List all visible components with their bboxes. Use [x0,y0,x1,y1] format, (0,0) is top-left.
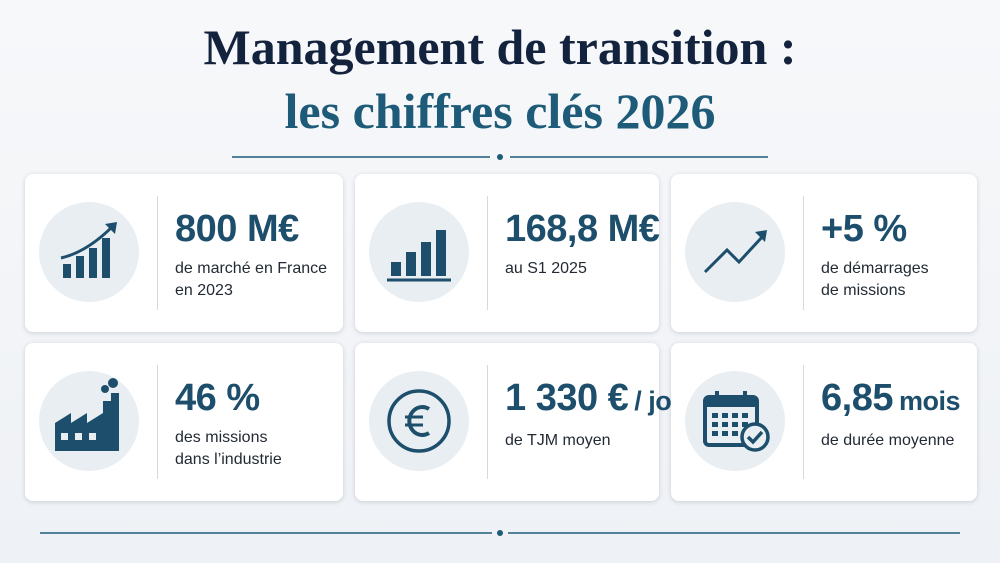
stat-card: 800 M€ de marché en France en 2023 [25,174,343,332]
stat-value: 6,85 [821,377,893,419]
title-line2: les chiffres clés 2026 [284,83,716,139]
separator [157,196,158,310]
title-line1: Management de transition : [203,19,797,75]
stat-text: 168,8 M€ au S1 2025 [505,206,660,280]
description-line: de marché en France [175,260,328,277]
stat-card: 6,85 mois de durée moyenne [671,343,977,501]
stat-value-line: 1 330 € / jour [505,375,698,424]
separator [487,365,488,479]
stat-value-line: 46 % [175,375,337,421]
stat-icon [369,371,469,471]
stat-value-line: 800 M€ [175,206,337,252]
description-line: dans l’industrie [175,451,282,468]
description-line: en 2023 [175,282,233,299]
stat-value: 46 % [175,377,260,419]
stat-value-line: 168,8 M€ [505,206,660,252]
separator [157,365,158,479]
stat-value: +5 % [821,208,907,250]
stat-value: 1 330 € [505,377,629,419]
stat-description: au S1 2025 [505,258,653,280]
stat-unit: mois [898,386,961,416]
stat-card: +5 % de démarrages de missions [671,174,977,332]
stat-value-line: 6,85 mois [821,375,971,424]
stat-card: 168,8 M€ au S1 2025 [355,174,660,332]
stat-text: 800 M€ de marché en France en 2023 [175,206,337,302]
stat-text: 46 % des missions dans l’industrie [175,375,337,471]
separator [487,196,488,310]
stat-value: 800 M€ [175,208,299,250]
stat-description: de marché en France en 2023 [175,258,337,302]
stat-description: de démarrages de missions [821,258,971,302]
description-line: au S1 2025 [505,260,587,277]
stat-description: de durée moyenne [821,430,971,452]
stat-value: 168,8 M€ [505,208,660,250]
stat-text: 1 330 € / jour de TJM moyen [505,375,698,452]
description-line: de TJM moyen [505,432,611,449]
stat-value-line: +5 % [821,206,971,252]
top-divider [232,154,768,160]
description-line: de missions [821,282,906,299]
stat-icon [685,202,785,302]
separator [803,196,804,310]
stat-icon [369,202,469,302]
stat-card: 46 % des missions dans l’industrie [25,343,343,501]
description-line: des missions [175,429,268,446]
stat-icon [685,371,785,471]
stat-card: 1 330 € / jour de TJM moyen [355,343,698,501]
description-line: de durée moyenne [821,432,955,449]
cards: 800 M€ de marché en France en 2023 168,8 M… [25,174,977,501]
stat-text: +5 % de démarrages de missions [821,206,971,302]
stat-icon [39,371,139,471]
stat-description: de TJM moyen [505,430,653,452]
bottom-divider [40,530,960,536]
description-line: de démarrages [821,260,929,277]
stat-text: 6,85 mois de durée moyenne [821,375,971,452]
separator [803,365,804,479]
stat-description: des missions dans l’industrie [175,427,337,471]
stat-icon [39,202,139,302]
